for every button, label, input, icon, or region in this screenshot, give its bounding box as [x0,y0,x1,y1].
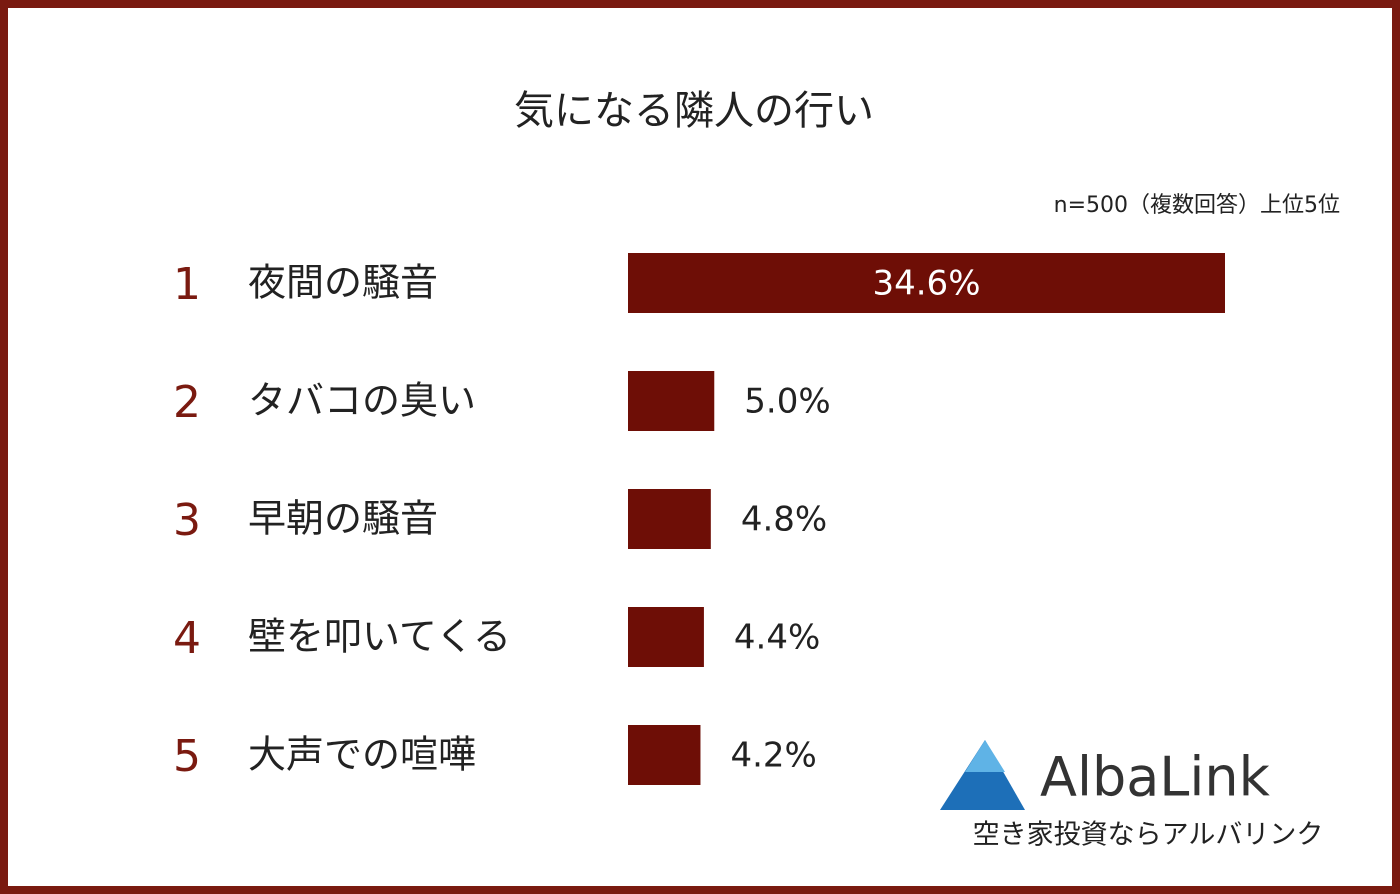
value-label: 4.4% [734,618,820,658]
bar [628,253,1225,313]
logo-icon [940,740,1025,810]
bar [628,725,701,785]
rank: 2 [173,377,201,428]
category-label: 大声での喧嘩 [248,733,476,777]
category-label: 壁を叩いてくる [248,615,511,659]
logo-tagline: 空き家投資ならアルバリンク [973,820,1324,851]
value-label: 34.6% [872,264,980,304]
bar [628,489,711,549]
chart-title: 気になる隣人の行い [514,88,874,134]
category-label: タバコの臭い [248,379,476,423]
category-label: 夜間の騒音 [248,261,438,305]
value-label: 5.0% [744,382,830,422]
logo: AlbaLink 空き家投資ならアルバリンク [940,740,1323,851]
bar [628,371,715,431]
value-label: 4.2% [730,736,816,776]
logo-name: AlbaLink [1040,746,1271,809]
logo-icon-top [965,740,1005,772]
bar [628,607,704,667]
value-label: 4.8% [741,500,827,540]
rank: 4 [173,613,201,664]
category-label: 早朝の騒音 [248,497,438,541]
chart-subtitle: n=500（複数回答）上位5位 [1054,193,1340,218]
rank: 5 [173,731,201,782]
rank: 1 [173,259,201,310]
rank: 3 [173,495,201,546]
